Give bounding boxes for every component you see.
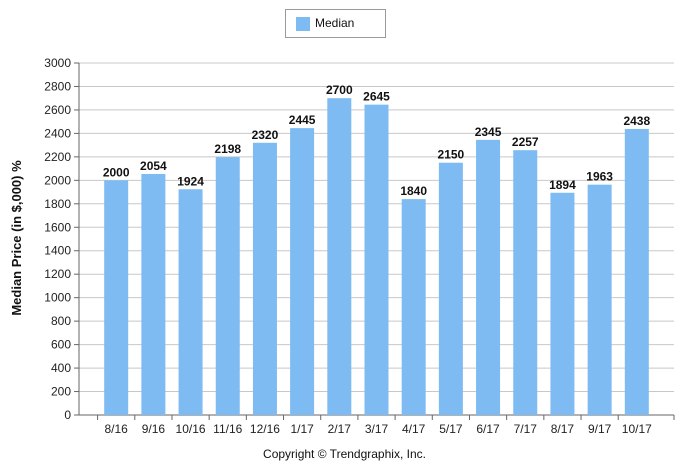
bar-11/16 (215, 157, 240, 416)
bar-7/17 (513, 150, 538, 416)
data-label-10/16: 1924 (177, 174, 204, 188)
bar-8/16 (104, 180, 129, 415)
y-tick-label: 1400 (44, 244, 71, 258)
y-tick-label: 1600 (44, 220, 71, 234)
x-tick-label-8/16: 8/16 (105, 422, 129, 436)
bar-9/17 (587, 184, 612, 415)
y-tick-label: 600 (51, 338, 71, 352)
bar-8/17 (550, 192, 575, 415)
data-label-11/16: 2198 (214, 142, 241, 156)
data-label-12/16: 2320 (252, 128, 279, 142)
data-labels: 2000 2054 1924 2198 2320 2445 2700 2645 1840 2150… (103, 83, 651, 198)
bars (104, 98, 649, 416)
y-tick-label: 800 (51, 314, 71, 328)
x-tick-labels: 8/16 9/16 10/16 11/16 12/16 1/17 2/17 3/17 4/17 5… (105, 422, 653, 436)
bar-2/17 (327, 98, 352, 415)
data-label-6/17: 2345 (475, 125, 502, 139)
data-label-1/17: 2445 (289, 113, 316, 127)
legend-label-median: Median (315, 16, 355, 30)
y-tick-label: 2600 (44, 103, 71, 117)
bar-1/17 (290, 128, 315, 415)
data-label-4/17: 1840 (400, 184, 427, 198)
bar-12/16 (252, 142, 277, 415)
x-tick-label-12/16: 12/16 (250, 422, 280, 436)
x-tick-label-5/17: 5/17 (439, 422, 463, 436)
y-tick-label: 0 (64, 408, 71, 422)
x-tick-label-10/17: 10/17 (622, 422, 652, 436)
y-tick-label: 200 (51, 385, 71, 399)
y-tick-label: 3000 (44, 56, 71, 70)
data-label-10/17: 2438 (623, 114, 650, 128)
data-label-2/17: 2700 (326, 83, 353, 97)
x-tick-label-8/17: 8/17 (551, 422, 575, 436)
data-label-8/17: 1894 (549, 178, 576, 192)
data-label-7/17: 2257 (512, 135, 539, 149)
y-tick-label: 2000 (44, 173, 71, 187)
y-tick-label: 2400 (44, 126, 71, 140)
y-tick-label: 1800 (44, 197, 71, 211)
x-tick-label-10/16: 10/16 (176, 422, 206, 436)
y-axis-title: Median Price (in $,000) % (9, 160, 24, 316)
data-label-8/16: 2000 (103, 165, 130, 179)
y-tick-labels: 0 200 400 600 800 1000 1200 1400 1600 1800 2000 220… (44, 56, 71, 422)
bar-5/17 (438, 162, 463, 415)
y-tick-label: 400 (51, 361, 71, 375)
y-tick-label: 1000 (44, 291, 71, 305)
y-tick-label: 2200 (44, 150, 71, 164)
copyright-footer: Copyright © Trendgraphix, Inc. (263, 447, 426, 461)
legend: Median (285, 9, 386, 38)
y-tick-label: 2800 (44, 79, 71, 93)
x-tick-label-3/17: 3/17 (365, 422, 389, 436)
data-label-9/16: 2054 (140, 159, 167, 173)
bar-10/16 (178, 189, 203, 415)
legend-swatch-median (296, 17, 310, 31)
x-tick-label-7/17: 7/17 (514, 422, 538, 436)
data-label-9/17: 1963 (586, 170, 613, 184)
x-tick-label-9/16: 9/16 (142, 422, 166, 436)
x-tick-label-1/17: 1/17 (290, 422, 314, 436)
x-tick-label-6/17: 6/17 (476, 422, 500, 436)
x-tick-label-4/17: 4/17 (402, 422, 426, 436)
y-tick-label: 1200 (44, 267, 71, 281)
bar-6/17 (476, 139, 501, 415)
bar-4/17 (401, 199, 426, 415)
bar-3/17 (364, 104, 389, 416)
x-tick-label-11/16: 11/16 (213, 422, 242, 436)
data-label-3/17: 2645 (363, 90, 390, 104)
bar-10/17 (624, 128, 649, 415)
bar-9/16 (141, 173, 166, 415)
x-tick-label-9/17: 9/17 (588, 422, 612, 436)
x-tick-label-2/17: 2/17 (328, 422, 352, 436)
data-label-5/17: 2150 (438, 148, 465, 162)
